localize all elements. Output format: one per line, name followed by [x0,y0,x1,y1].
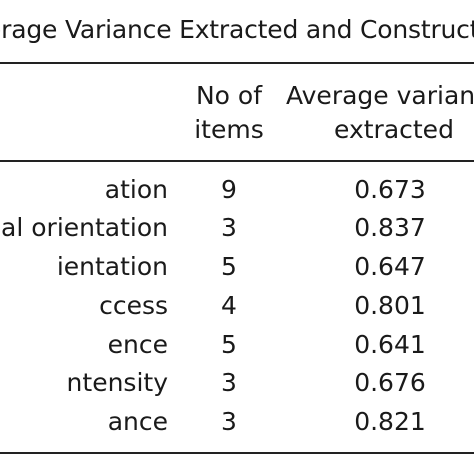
table-row: ance 3 0.821 [0,403,474,441]
table-row: ccess 4 0.801 [0,287,474,325]
bottom-rule [0,452,474,454]
construct-cell: ntensity [66,368,168,397]
header-no-of-items: No of items [184,79,274,147]
table-row: ation 9 0.673 [0,171,474,209]
header-average-variance-extracted: Average varian extracted [286,79,474,147]
items-cell: 3 [221,407,237,436]
table-row: ence 5 0.641 [0,326,474,364]
header-items-line1: No of [195,81,263,110]
construct-cell: ence [107,330,168,359]
items-cell: 5 [221,330,237,359]
items-cell: 5 [221,252,237,281]
construct-cell: ance [107,407,168,436]
ave-cell: 0.647 [354,252,426,281]
header-items-line2: items [194,115,264,144]
construct-cell: ccess [99,291,168,320]
header-ave-line1: Average varian [286,81,474,110]
top-rule [0,62,474,64]
construct-cell: ation [104,175,168,204]
ave-cell: 0.821 [354,407,426,436]
ave-cell: 0.641 [354,330,426,359]
table-row: al orientation 3 0.837 [0,209,474,247]
table-row: ientation 5 0.647 [0,248,474,286]
header-rule [0,160,474,162]
header-ave-line2: extracted [334,115,454,144]
ave-cell: 0.673 [354,175,426,204]
construct-cell: ientation [56,252,168,281]
ave-cell: 0.676 [354,368,426,397]
items-cell: 9 [221,175,237,204]
ave-cell: 0.801 [354,291,426,320]
items-cell: 3 [221,213,237,242]
table-caption: erage Variance Extracted and Construct [0,15,474,44]
items-cell: 4 [221,291,237,320]
items-cell: 3 [221,368,237,397]
table-row: ntensity 3 0.676 [0,364,474,402]
construct-cell: al orientation [1,213,168,242]
ave-cell: 0.837 [354,213,426,242]
